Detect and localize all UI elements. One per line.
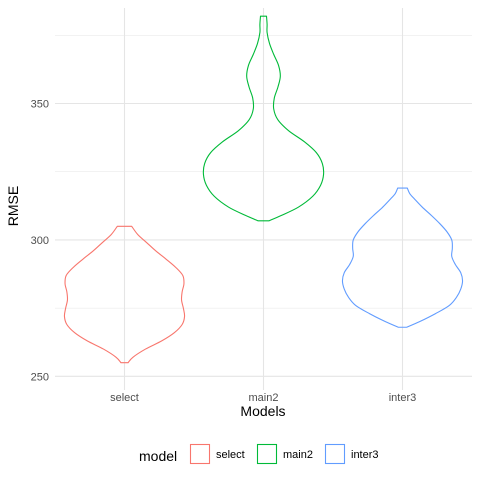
legend-key-bg [324,443,346,465]
x-tick-label: select [110,392,139,404]
violin-select [63,225,186,364]
legend-key-main2 [256,443,278,465]
y-tick-labels: 250 300 350 [31,99,49,384]
y-tick-label: 350 [31,99,49,111]
violin-main2 [202,15,325,222]
legend-key-bg [189,443,211,465]
legend-key-select [189,443,211,465]
legend-label: inter3 [351,449,379,461]
major-gridlines [55,8,472,390]
y-tick-label: 300 [31,235,49,247]
violin-inter3 [341,187,464,328]
x-tick-label: main2 [249,392,279,404]
legend-key-inter3 [324,443,346,465]
y-axis-title: RMSE [5,186,21,226]
x-axis-title: Models [240,403,285,419]
legend-label: select [216,449,245,461]
legend: model select main2 inter3 [139,443,379,465]
x-tick-label: inter3 [389,392,417,404]
y-tick-label: 250 [31,371,49,383]
legend-title: model [139,448,177,464]
violins [63,15,464,364]
legend-key-bg [256,443,278,465]
legend-label: main2 [283,449,313,461]
x-tick-labels: select main2 inter3 [110,392,416,404]
